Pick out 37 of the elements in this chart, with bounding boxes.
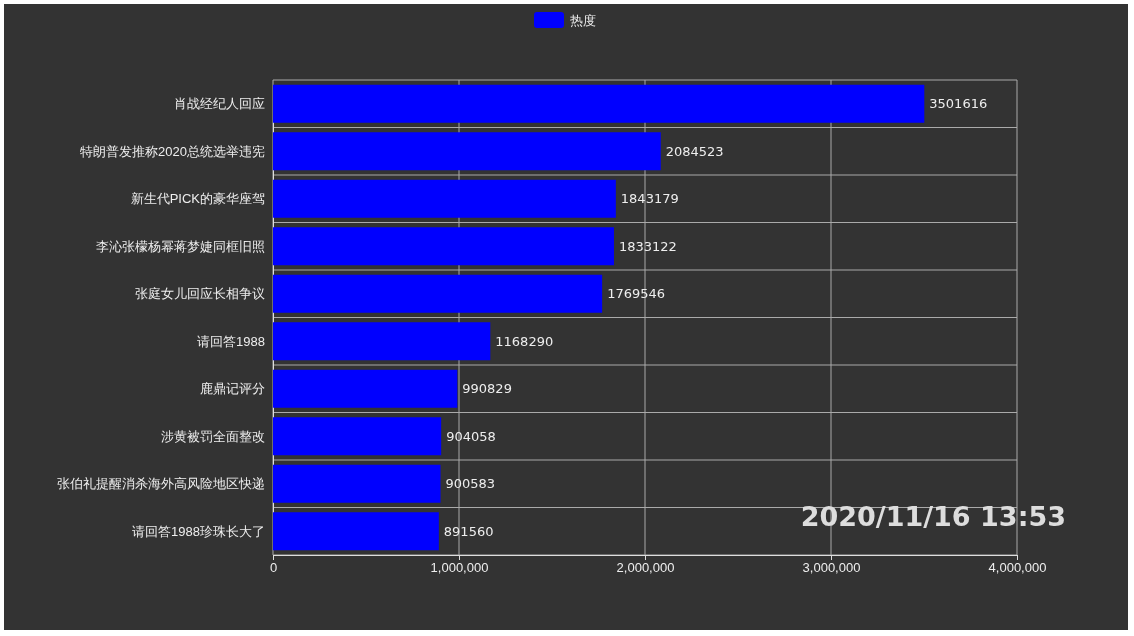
x-tick-label: 0	[269, 560, 278, 576]
x-tick-label: 2,000,000	[616, 560, 675, 576]
data-label: 1769546	[607, 286, 666, 302]
bar	[273, 322, 491, 361]
data-label: 1168290	[495, 333, 554, 349]
x-tick-label: 3,000,000	[802, 560, 861, 576]
bar	[273, 369, 458, 408]
legend-label: 热度	[570, 12, 596, 28]
data-label: 990829	[462, 381, 512, 397]
data-label: 891560	[443, 523, 494, 539]
data-label: 1843179	[620, 191, 679, 207]
y-tick-label: 特朗普发推称2020总统选举违宪	[80, 143, 265, 159]
data-label: 904058	[446, 428, 496, 444]
y-tick-label: 张庭女儿回应长相争议	[135, 286, 265, 302]
bar	[273, 227, 614, 266]
bar	[273, 512, 439, 551]
data-label: 1833122	[618, 238, 677, 254]
data-label: 2084523	[665, 143, 724, 159]
x-tick-label: 4,000,000	[988, 560, 1047, 576]
bar	[273, 132, 661, 171]
y-tick-label: 张伯礼提醒消杀海外高风险地区快递	[57, 476, 265, 492]
y-tick-label: 涉黄被罚全面整改	[161, 428, 265, 444]
bar	[273, 84, 925, 123]
bar	[273, 274, 603, 313]
y-tick-label: 请回答1988	[197, 333, 265, 349]
y-tick-label: 请回答1988珍珠长大了	[132, 523, 265, 539]
data-label: 900583	[445, 476, 496, 492]
bar	[273, 417, 442, 456]
y-tick-label: 鹿鼎记评分	[200, 381, 265, 397]
annotation: 2020/11/16 13:53	[800, 501, 1066, 532]
y-tick-label: 李沁张檬杨幂蒋梦婕同框旧照	[96, 238, 265, 254]
bar	[273, 464, 441, 503]
data-label: 3501616	[929, 96, 988, 112]
y-tick-label: 肖战经纪人回应	[174, 96, 265, 112]
bar	[273, 179, 616, 218]
y-tick-label: 新生代PICK的豪华座驾	[130, 191, 265, 207]
x-tick-label: 1,000,000	[430, 560, 489, 576]
